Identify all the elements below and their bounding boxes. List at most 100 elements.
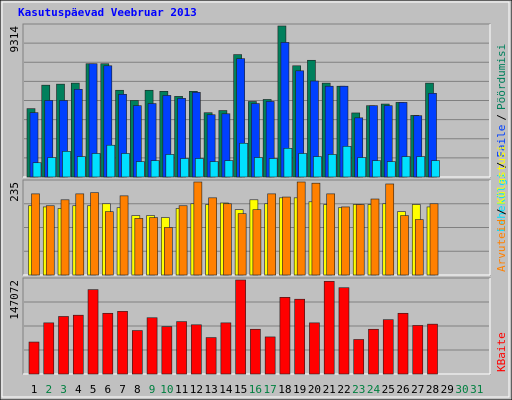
- x-tick-label: 5: [90, 383, 97, 396]
- x-tick-label: 3: [60, 383, 67, 396]
- bar: [117, 311, 128, 375]
- bar: [313, 156, 322, 178]
- bar: [220, 322, 232, 375]
- bar: [368, 328, 379, 375]
- x-tick-label: 21: [323, 383, 336, 396]
- x-tick-label: 11: [175, 383, 188, 396]
- bar: [76, 156, 86, 178]
- bar: [267, 193, 276, 276]
- bar: [341, 206, 350, 276]
- bar: [397, 312, 409, 375]
- bar: [164, 227, 173, 276]
- y-tick-label: 9314: [8, 26, 21, 53]
- bar: [134, 218, 144, 276]
- x-tick-label: 30: [455, 383, 468, 396]
- bar: [62, 151, 71, 178]
- bar: [224, 160, 234, 178]
- x-tick-label: 4: [75, 383, 82, 396]
- bar: [414, 219, 424, 276]
- x-tick-label: 2: [45, 383, 52, 396]
- bar: [195, 158, 204, 178]
- bar: [176, 321, 187, 375]
- bar: [102, 312, 114, 375]
- bar: [132, 330, 143, 375]
- bar: [208, 197, 217, 276]
- bar: [327, 154, 337, 178]
- bar: [372, 160, 381, 178]
- bar: [165, 154, 175, 178]
- bar: [180, 158, 189, 178]
- bar: [326, 193, 336, 276]
- bar: [191, 324, 202, 375]
- bar: [382, 319, 394, 375]
- bar: [298, 153, 307, 178]
- bar: [401, 156, 411, 178]
- legend-entry: Külastusi: [495, 145, 508, 205]
- bar: [43, 322, 55, 375]
- legend: Lehekülgi/Faile/Pöördumisi: [495, 44, 508, 232]
- x-tick-label: 16: [249, 383, 262, 396]
- legend: KBaite: [495, 332, 508, 372]
- y-tick-label: 235: [8, 182, 21, 202]
- legend-entry: Pöördumisi: [495, 44, 508, 110]
- bar: [296, 181, 306, 276]
- bar: [106, 144, 116, 178]
- bar: [252, 209, 262, 276]
- bar: [60, 199, 70, 276]
- legend-entry: Lehekülgi: [495, 172, 508, 232]
- bar: [149, 217, 158, 276]
- bar: [209, 161, 219, 178]
- x-tick-label: 20: [308, 383, 321, 396]
- x-tick-label: 29: [441, 383, 454, 396]
- chart-title: Kasutuspäevad Veebruar 2013: [18, 6, 197, 19]
- bar: [309, 322, 320, 375]
- legend-separator: /: [495, 162, 508, 169]
- bar: [268, 158, 278, 178]
- x-tick-label: 23: [352, 383, 365, 396]
- x-tick-label: 24: [367, 383, 381, 396]
- bar: [416, 156, 426, 178]
- x-tick-label: 12: [190, 383, 203, 396]
- bar: [431, 160, 440, 178]
- x-tick-label: 10: [160, 383, 173, 396]
- bar: [235, 279, 246, 375]
- bar: [386, 161, 396, 178]
- x-tick-label: 7: [119, 383, 126, 396]
- x-tick-label: 25: [382, 383, 395, 396]
- legend-entry: Faile: [495, 125, 508, 158]
- bar: [119, 195, 129, 276]
- bar: [427, 323, 438, 375]
- bar: [342, 146, 352, 178]
- bar: [121, 153, 130, 178]
- bar: [91, 153, 101, 178]
- bar: [223, 203, 232, 276]
- legend-entry: KBaite: [495, 332, 508, 372]
- bar: [283, 148, 293, 178]
- x-tick-label: 31: [470, 383, 483, 396]
- bar: [75, 193, 85, 276]
- bar: [237, 213, 247, 276]
- x-tick-label: 9: [149, 383, 156, 396]
- bar: [323, 281, 335, 375]
- bar: [357, 157, 367, 178]
- bar: [161, 326, 173, 375]
- bar: [254, 157, 263, 178]
- bar: [90, 192, 99, 276]
- bar: [87, 289, 99, 375]
- bar: [429, 203, 439, 276]
- bar: [205, 337, 217, 375]
- bar: [45, 205, 55, 276]
- legend: Arvuteid/Külastusi: [495, 145, 508, 272]
- bar: [355, 204, 365, 276]
- bar: [150, 160, 160, 178]
- x-tick-label: 8: [134, 383, 141, 396]
- bar: [239, 142, 248, 178]
- bar: [146, 317, 158, 375]
- bar: [370, 198, 380, 276]
- x-tick-label: 15: [234, 383, 247, 396]
- x-tick-label: 6: [104, 383, 111, 396]
- x-tick-label: 13: [204, 383, 217, 396]
- x-tick-label: 22: [337, 383, 350, 396]
